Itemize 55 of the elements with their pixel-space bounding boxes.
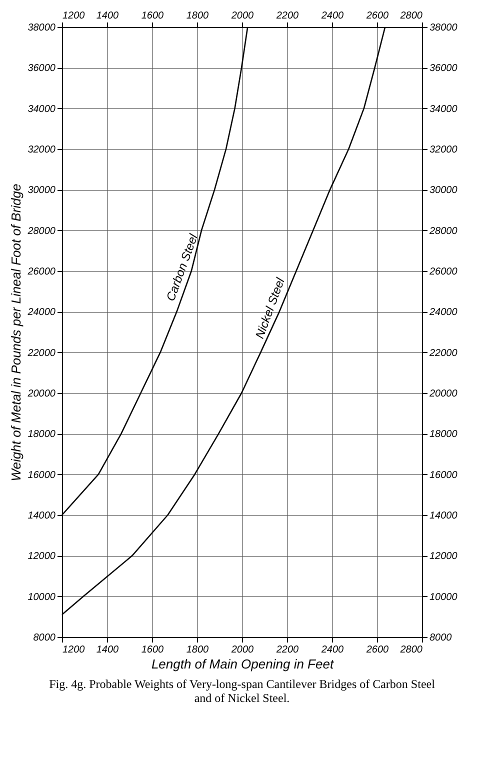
y-tick-label: 22000 <box>26 348 56 359</box>
y2-tick-label: 16000 <box>430 470 458 481</box>
y-tick-label: 38000 <box>28 22 56 34</box>
text: Nickel Steel <box>252 276 288 340</box>
x-axis-title: Length of Main Opening in Feet <box>151 656 335 672</box>
x2-tick-label: 1200 <box>62 644 86 656</box>
x2-tick-label: 1400 <box>96 644 120 656</box>
y2-tick-label: 10000 <box>430 592 458 603</box>
x2-tick-label: 2400 <box>320 644 344 656</box>
x-tick-label: 1800 <box>186 10 210 22</box>
y-tick-label: 12000 <box>28 551 56 562</box>
x2-tick-label: 2200 <box>275 644 300 656</box>
y-axis-title: Weight of Metal in Pounds per Lineal Foot of Bridge <box>8 184 24 482</box>
y2-tick-label: 38000 <box>430 22 458 34</box>
y-tick-label: 36000 <box>28 63 56 74</box>
text: Carbon Steel <box>163 232 201 303</box>
y2-tick-label: 30000 <box>430 185 458 196</box>
y2-tick-label: 24000 <box>428 307 458 318</box>
y-tick-label: 28000 <box>26 226 56 237</box>
y-tick-label: 14000 <box>28 510 56 522</box>
y-tick-label: 16000 <box>28 470 56 481</box>
x2-tick-label: 2600 <box>365 644 390 656</box>
x2-tick-label: 1800 <box>186 644 210 656</box>
x2-tick-label: 2000 <box>230 644 254 656</box>
y-tick-label: 30000 <box>28 185 56 196</box>
y2-tick-label: 8000 <box>430 632 452 644</box>
x-tick-label: 1400 <box>96 10 120 22</box>
y-tick-label: 32000 <box>28 144 56 156</box>
y2-tick-label: 32000 <box>430 144 458 156</box>
y2-tick-label: 22000 <box>428 348 458 359</box>
x-tick-label: 1200 <box>62 10 86 22</box>
text: Fig. 4g. Probable Weights of Very-long-span Cantilever Bridges of Carbon Steel and of Nickel Steel. <box>49 677 436 705</box>
y-tick-label: 10000 <box>28 592 56 603</box>
y2-tick-label: 28000 <box>428 226 458 237</box>
x-tick-label: 1600 <box>141 10 164 22</box>
y-tick-label: 18000 <box>28 429 56 440</box>
y-tick-label: 34000 <box>28 104 56 115</box>
y2-tick-label: 26000 <box>428 266 458 278</box>
y2-tick-label: 14000 <box>430 510 458 522</box>
x-tick-label: 2200 <box>275 10 300 22</box>
x-tick-label: 2000 <box>230 10 254 22</box>
y2-tick-label: 36000 <box>430 63 458 74</box>
x-tick-label: 2600 <box>365 10 390 22</box>
y2-tick-label: 12000 <box>430 551 458 562</box>
x2-tick-label: 2800 <box>399 644 423 656</box>
y-tick-label: 8000 <box>33 632 56 644</box>
x2-tick-label: 1600 <box>141 644 164 656</box>
x-tick-label: 2400 <box>320 10 344 22</box>
x-tick-label: 2800 <box>399 10 423 22</box>
y-tick-label: 26000 <box>26 266 56 278</box>
y2-tick-label: 34000 <box>430 104 458 115</box>
y2-tick-label: 20000 <box>428 388 458 400</box>
y-tick-label: 24000 <box>26 307 56 318</box>
y-tick-label: 20000 <box>26 388 56 400</box>
y2-tick-label: 18000 <box>430 429 458 440</box>
